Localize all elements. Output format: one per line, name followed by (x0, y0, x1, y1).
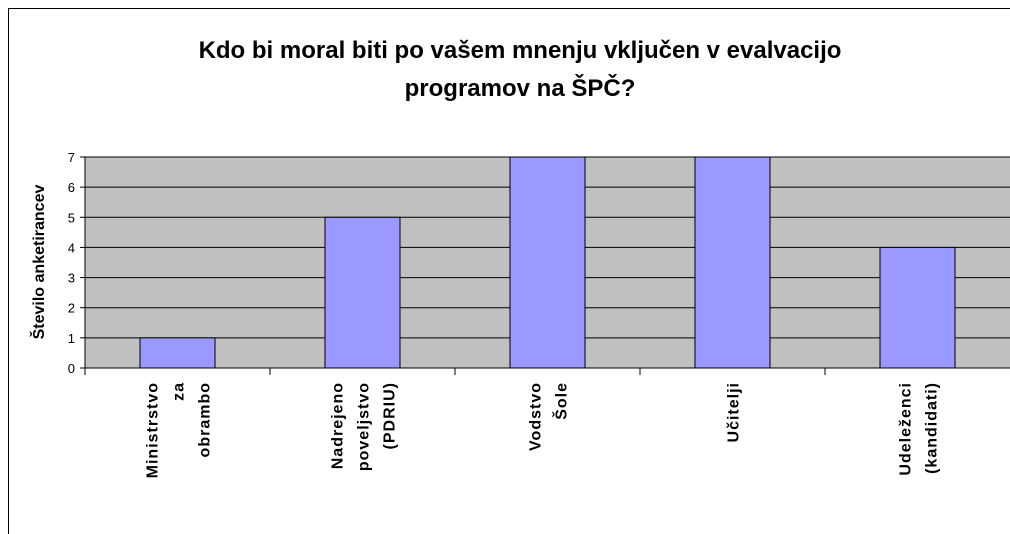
y-axis-label: Število anketirancev (29, 185, 48, 340)
x-tick-label-line: (PDRIU) (382, 382, 399, 449)
x-tick-label-line: (kandidati) (924, 382, 941, 474)
y-tick-label: 1 (68, 331, 75, 346)
x-tick-label: Ministrstvo za obrambo (145, 382, 214, 478)
chart-title: Kdo bi moral biti po vašem mnenju vključ… (199, 37, 842, 64)
x-tick-label: Vodstvo Šole (528, 382, 571, 451)
y-tick-label: 6 (68, 180, 75, 195)
bar (509, 156, 586, 369)
x-tick-label-line: obrambo (197, 382, 214, 457)
y-tick-label: 2 (68, 301, 75, 316)
x-tick-label: Učitelji (726, 382, 743, 442)
bar (879, 246, 956, 369)
y-tick-label: 4 (68, 240, 75, 255)
x-tick-label-line: Vodstvo (528, 382, 545, 451)
y-tick-label: 7 (68, 150, 75, 165)
x-tick-label: Nadrejeno poveljstvo (PDRIU) (330, 382, 399, 471)
y-tick-label: 0 (68, 361, 75, 376)
x-tick-label-line: Nadrejeno (330, 382, 347, 469)
y-tick-label: 5 (68, 210, 75, 225)
x-tick-label: Udeleženci (kandidati) (898, 382, 941, 476)
bar (139, 337, 216, 369)
chart-title: programov na ŠPČ? (405, 74, 636, 102)
x-tick-label-line: za (171, 382, 188, 401)
x-tick-label-line: Učitelji (726, 382, 743, 442)
bar (324, 216, 401, 369)
bar (694, 156, 771, 369)
y-tick-label: 3 (68, 271, 75, 286)
x-tick-label-line: Ministrstvo (145, 382, 162, 478)
x-tick-label-line: poveljstvo (356, 382, 373, 471)
x-tick-label-line: Šole (552, 382, 571, 420)
x-tick-label-line: Udeleženci (898, 382, 915, 476)
